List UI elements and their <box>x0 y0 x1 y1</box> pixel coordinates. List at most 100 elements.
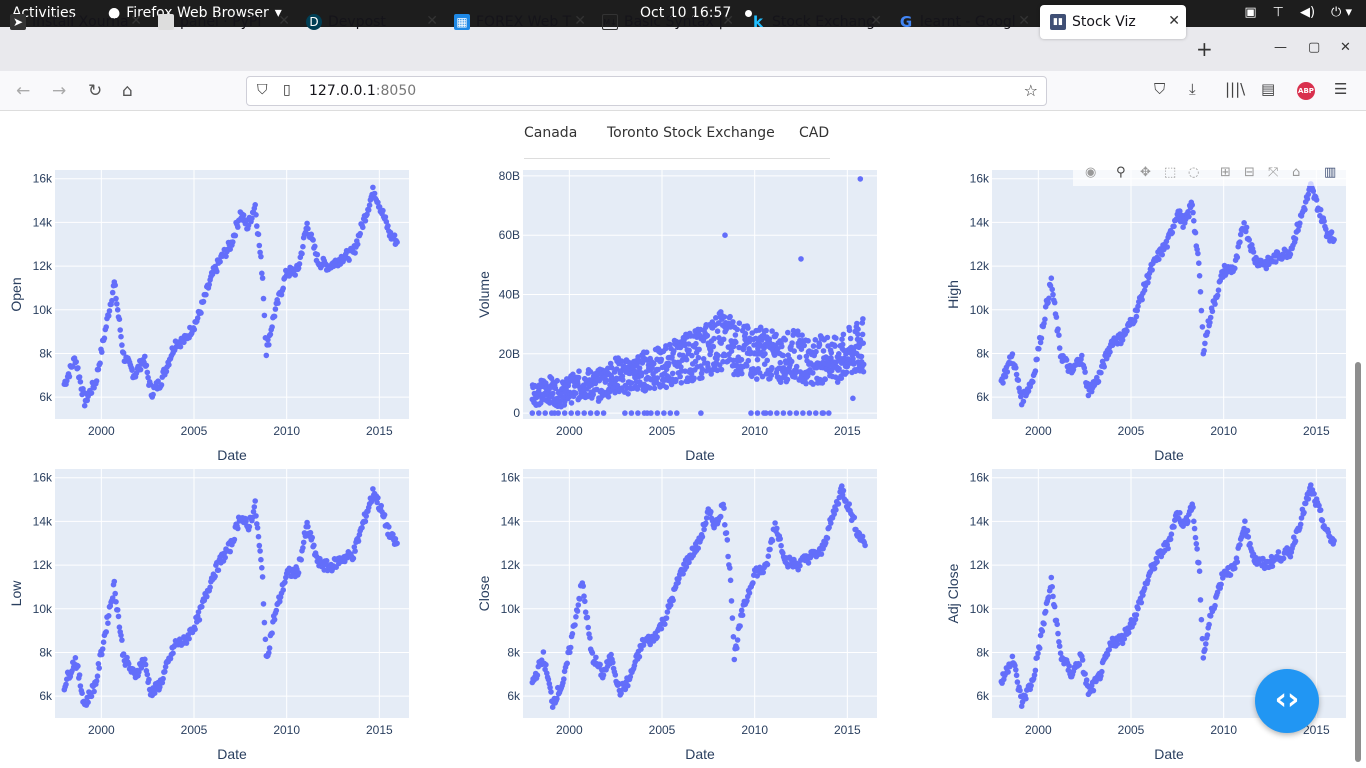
scatter-point <box>1313 197 1320 203</box>
forward-button[interactable]: → <box>52 81 67 101</box>
chart-svg[interactable]: 2000 2005 2010 2015 6k 8k 10k 12k 14k 16k Date Open <box>0 170 420 468</box>
downloads-icon[interactable]: ⤓ <box>1189 80 1196 98</box>
chart-svg[interactable]: 2000 2005 2010 2015 6k 8k 10k 12k 14k 16k Date High <box>937 170 1357 468</box>
zoom-in-icon[interactable]: ⊞ <box>1220 165 1231 180</box>
tab-stock-exchange[interactable]: k Stock Exchang ✕ <box>740 5 888 39</box>
plot-background[interactable] <box>523 469 877 718</box>
maximize-button[interactable]: ▢ <box>1308 40 1321 55</box>
shield-icon[interactable]: ⛉ <box>257 82 268 98</box>
tab-basic-syntax[interactable]: M↓ Basic Syntax | ✕ <box>592 5 740 39</box>
close-tab-icon[interactable]: ✕ <box>426 13 438 29</box>
scatter-point <box>822 540 829 546</box>
close-tab-icon[interactable]: ✕ <box>722 13 734 29</box>
scatter-point <box>158 382 165 388</box>
library-icon[interactable]: |||\ <box>1225 80 1246 98</box>
plot-background[interactable] <box>55 469 409 718</box>
network-icon[interactable]: ⊤ <box>1272 5 1284 20</box>
scatter-point <box>1036 346 1042 352</box>
scatter-point <box>231 536 238 543</box>
scatter-point <box>742 330 749 337</box>
scatter-point <box>806 410 813 416</box>
plot-background[interactable] <box>55 170 409 419</box>
close-tab-icon[interactable]: ✕ <box>278 13 290 29</box>
close-tab-icon[interactable]: ✕ <box>870 13 882 29</box>
lasso-select-icon[interactable]: ◌ <box>1188 165 1200 180</box>
scatter-point <box>695 354 702 361</box>
pan-icon[interactable]: ✥ <box>1140 165 1151 180</box>
scatter-point <box>1250 249 1257 255</box>
scatter-point <box>114 607 121 613</box>
home-button[interactable]: ⌂ <box>122 81 133 101</box>
scatter-point <box>312 243 318 250</box>
page-scrollbar[interactable] <box>1355 362 1361 762</box>
close-tab-icon[interactable]: ✕ <box>574 13 586 29</box>
scatter-point <box>716 335 722 341</box>
minimize-button[interactable]: — <box>1274 40 1287 55</box>
chart-low[interactable]: 2000 2005 2010 2015 6k 8k 10k 12k 14k 16k Date Low <box>0 469 420 767</box>
close-tab-icon[interactable]: ✕ <box>1018 13 1030 29</box>
close-tab-icon[interactable]: ✕ <box>1168 13 1180 29</box>
clock[interactable]: Oct 10 16:57 <box>640 5 753 21</box>
scatter-point <box>828 520 834 526</box>
scatter-point <box>280 587 287 593</box>
tab-panel-pypi[interactable]: panel · PyPI ✕ <box>148 5 296 39</box>
chart-high[interactable]: 2000 2005 2010 2015 6k 8k 10k 12k 14k 16k Date High <box>937 170 1357 468</box>
tab-stock-viz[interactable]: ▮▮ Stock Viz ✕ <box>1040 5 1186 39</box>
scatter-point <box>855 331 861 338</box>
close-tab-icon[interactable]: ✕ <box>130 13 142 29</box>
scatter-point <box>723 326 729 333</box>
pocket-icon[interactable]: ⛉ <box>1154 80 1166 98</box>
close-window-button[interactable]: ✕ <box>1340 40 1351 55</box>
tab-google[interactable]: G learnt - Googl ✕ <box>888 5 1036 39</box>
camera-icon[interactable]: ◉ <box>1085 165 1097 180</box>
sidebar-icon[interactable]: ▤ <box>1261 80 1276 98</box>
tab-forex[interactable]: ▦ FOREX Web T ✕ <box>444 5 592 39</box>
box-select-icon[interactable]: ⬚ <box>1164 165 1177 180</box>
scatter-point <box>534 672 541 678</box>
scatter-point <box>246 523 253 530</box>
y-tick-label: 12k <box>970 259 990 273</box>
scatter-point <box>730 343 737 350</box>
plotly-logo-icon[interactable]: ▥ <box>1324 165 1337 180</box>
scatter-point <box>536 410 542 416</box>
scatter-point <box>162 668 168 675</box>
url-text[interactable]: 127.0.0.1:8050 <box>309 83 416 99</box>
back-button[interactable]: ← <box>16 81 31 101</box>
chart-open[interactable]: 2000 2005 2010 2015 6k 8k 10k 12k 14k 16k Date Open <box>0 170 420 468</box>
url-bar[interactable]: ⛉ ▯ 127.0.0.1:8050 ☆ <box>246 76 1047 106</box>
chart-svg[interactable]: 2000 2005 2010 2015 6k 8k 10k 12k 14k 16k Date Clos… <box>468 469 888 767</box>
menu-icon[interactable]: ☰ <box>1334 80 1348 98</box>
tab-devpost[interactable]: D Devpost ✕ <box>296 5 444 39</box>
bookmark-star-icon[interactable]: ☆ <box>1023 81 1038 100</box>
activities-button[interactable]: Activities <box>12 5 76 21</box>
scatter-point <box>1048 275 1055 281</box>
scatter-point <box>850 395 856 402</box>
scatter-point <box>146 676 152 683</box>
scatter-point <box>785 329 791 336</box>
power-icon[interactable]: ⏻ ▾ <box>1331 5 1352 20</box>
chart-volume[interactable]: 2000 2005 2010 2015 0 20B 40B 60B 80B Date Volume <box>468 170 888 468</box>
chart-svg[interactable]: 2000 2005 2010 2015 6k 8k 10k 12k 14k 16k Date Low <box>0 469 420 767</box>
reload-button[interactable]: ↻ <box>88 81 103 101</box>
scatter-point <box>1209 308 1216 315</box>
zoom-icon[interactable]: ⚲ <box>1116 165 1126 180</box>
bitwarden-icon[interactable]: ▣ <box>1244 5 1257 20</box>
chart-svg[interactable]: 2000 2005 2010 2015 0 20B 40B 60B 80B Date Volume <box>468 170 888 468</box>
scatter-point <box>1050 593 1056 600</box>
page-icon[interactable]: ▯ <box>283 82 291 98</box>
system-tray[interactable]: ▣ ⊤ ◀) ⏻ ▾ <box>1244 5 1352 20</box>
dash-debug-button[interactable]: ‹› <box>1255 669 1319 733</box>
tab-title: Stock Exchang <box>772 14 875 30</box>
plot-background[interactable] <box>992 170 1346 419</box>
autoscale-icon[interactable]: ⤧ <box>1268 165 1279 180</box>
scatter-point <box>155 378 161 384</box>
tab-install-xournal[interactable]: ➤ Install Xourna ✕ <box>0 5 148 39</box>
adblock-icon[interactable]: ABP <box>1297 82 1315 100</box>
new-tab-button[interactable]: + <box>1196 37 1213 61</box>
volume-icon[interactable]: ◀) <box>1299 5 1316 20</box>
chart-close[interactable]: 2000 2005 2010 2015 6k 8k 10k 12k 14k 16k Date Clos… <box>468 469 888 767</box>
scatter-point <box>805 373 811 379</box>
reset-axes-icon[interactable]: ⌂ <box>1292 165 1301 180</box>
scatter-point <box>254 525 261 531</box>
zoom-out-icon[interactable]: ⊟ <box>1244 165 1255 180</box>
